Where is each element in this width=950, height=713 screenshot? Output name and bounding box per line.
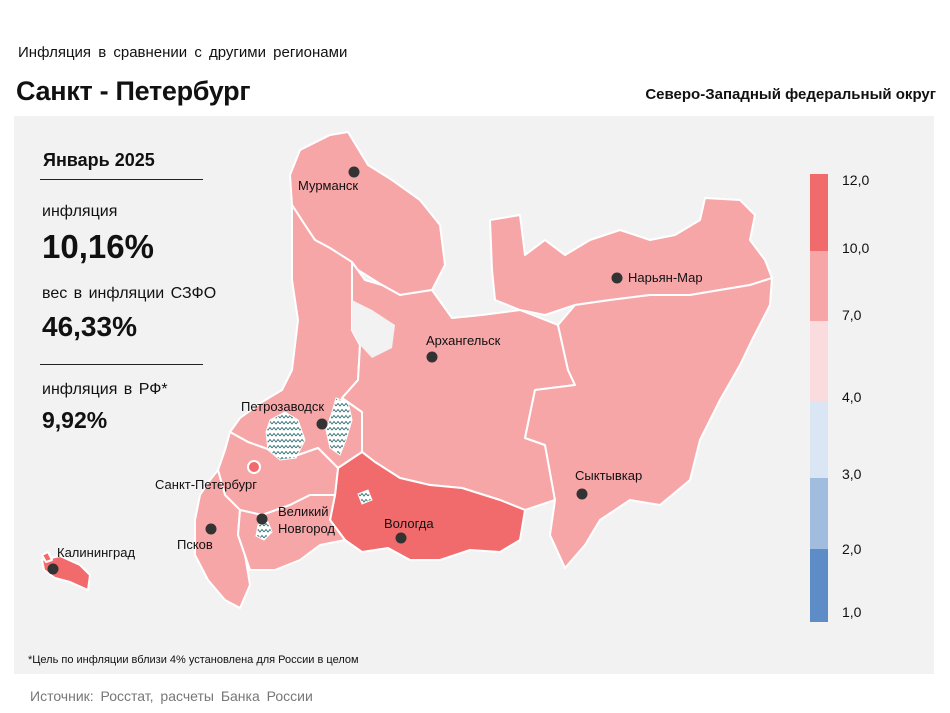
city-label-vologda: Вологда xyxy=(384,516,434,531)
city-dot-arkhangelsk xyxy=(426,351,438,363)
city-dot-murmansk xyxy=(348,166,360,178)
city-dot-vologda xyxy=(395,532,407,544)
rf-inflation-value: 9,92% xyxy=(42,407,108,433)
city-label-petrozavodsk: Петрозаводск xyxy=(241,399,324,414)
region-nenets xyxy=(489,197,773,316)
period-label: Январь 2025 xyxy=(43,150,155,170)
city-dot-spb xyxy=(247,460,261,474)
city-label-spb: Санкт-Петербург xyxy=(155,477,257,492)
legend-band-2 xyxy=(810,251,828,321)
city-dot-novgorod xyxy=(256,513,268,525)
rf-inflation-label: инфляция в РФ* xyxy=(42,381,168,398)
lake-ilmen xyxy=(255,521,273,541)
region-kaliningrad-spit xyxy=(41,551,53,563)
city-dot-petrozavodsk xyxy=(316,418,328,430)
lake-onega xyxy=(325,397,353,456)
weight-value: 46,33% xyxy=(42,311,137,342)
source-note: Источник: Росстат, расчеты Банка России xyxy=(30,688,313,704)
city-dot-kaliningrad xyxy=(47,563,59,575)
legend-band-4 xyxy=(810,401,828,478)
inflation-value: 10,16% xyxy=(42,228,154,265)
white-sea xyxy=(352,300,395,358)
city-label-novgorod-2: Новгород xyxy=(278,521,335,536)
legend-tick-7: 7,0 xyxy=(842,307,862,323)
legend-band-5 xyxy=(810,478,828,549)
legend-band-3 xyxy=(810,321,828,401)
region-komi xyxy=(524,277,773,569)
legend-tick-12: 12,0 xyxy=(842,172,870,188)
inflation-label: инфляция xyxy=(42,203,118,220)
district-name: Северо-Западный федеральный округ xyxy=(645,86,936,103)
legend-tick-10: 10,0 xyxy=(842,240,870,256)
city-dot-naryan-mar xyxy=(611,272,623,284)
page-subtitle: Инфляция в сравнении с другими регионами xyxy=(18,44,348,61)
footnote: *Цель по инфляции вблизи 4% установлена … xyxy=(28,654,359,666)
legend-band-1 xyxy=(810,174,828,251)
legend-band-6 xyxy=(810,549,828,622)
page-title: Санкт - Петербург xyxy=(16,76,251,106)
region-novgorod xyxy=(237,494,346,571)
legend-tick-3: 3,0 xyxy=(842,466,862,482)
legend-tick-1: 1,0 xyxy=(842,604,862,620)
city-label-novgorod-1: Великий xyxy=(278,504,329,519)
legend-tick-4: 4,0 xyxy=(842,389,862,405)
city-label-kaliningrad: Калининград xyxy=(57,545,135,560)
city-dot-pskov xyxy=(205,523,217,535)
weight-label: вес в инфляции СЗФО xyxy=(42,285,217,302)
lake-ladoga xyxy=(265,411,306,461)
city-label-naryan-mar: Нарьян-Мар xyxy=(628,270,703,285)
city-label-syktyvkar: Сыктывкар xyxy=(575,468,642,483)
city-label-arkhangelsk: Архангельск xyxy=(426,333,501,348)
legend-tick-2: 2,0 xyxy=(842,541,862,557)
city-markers xyxy=(47,166,623,575)
city-label-pskov: Псков xyxy=(177,537,213,552)
city-dot-syktyvkar xyxy=(576,488,588,500)
divider xyxy=(40,364,203,365)
lake-beloye xyxy=(357,489,373,505)
city-label-murmansk: Мурманск xyxy=(298,178,358,193)
divider xyxy=(40,179,203,180)
